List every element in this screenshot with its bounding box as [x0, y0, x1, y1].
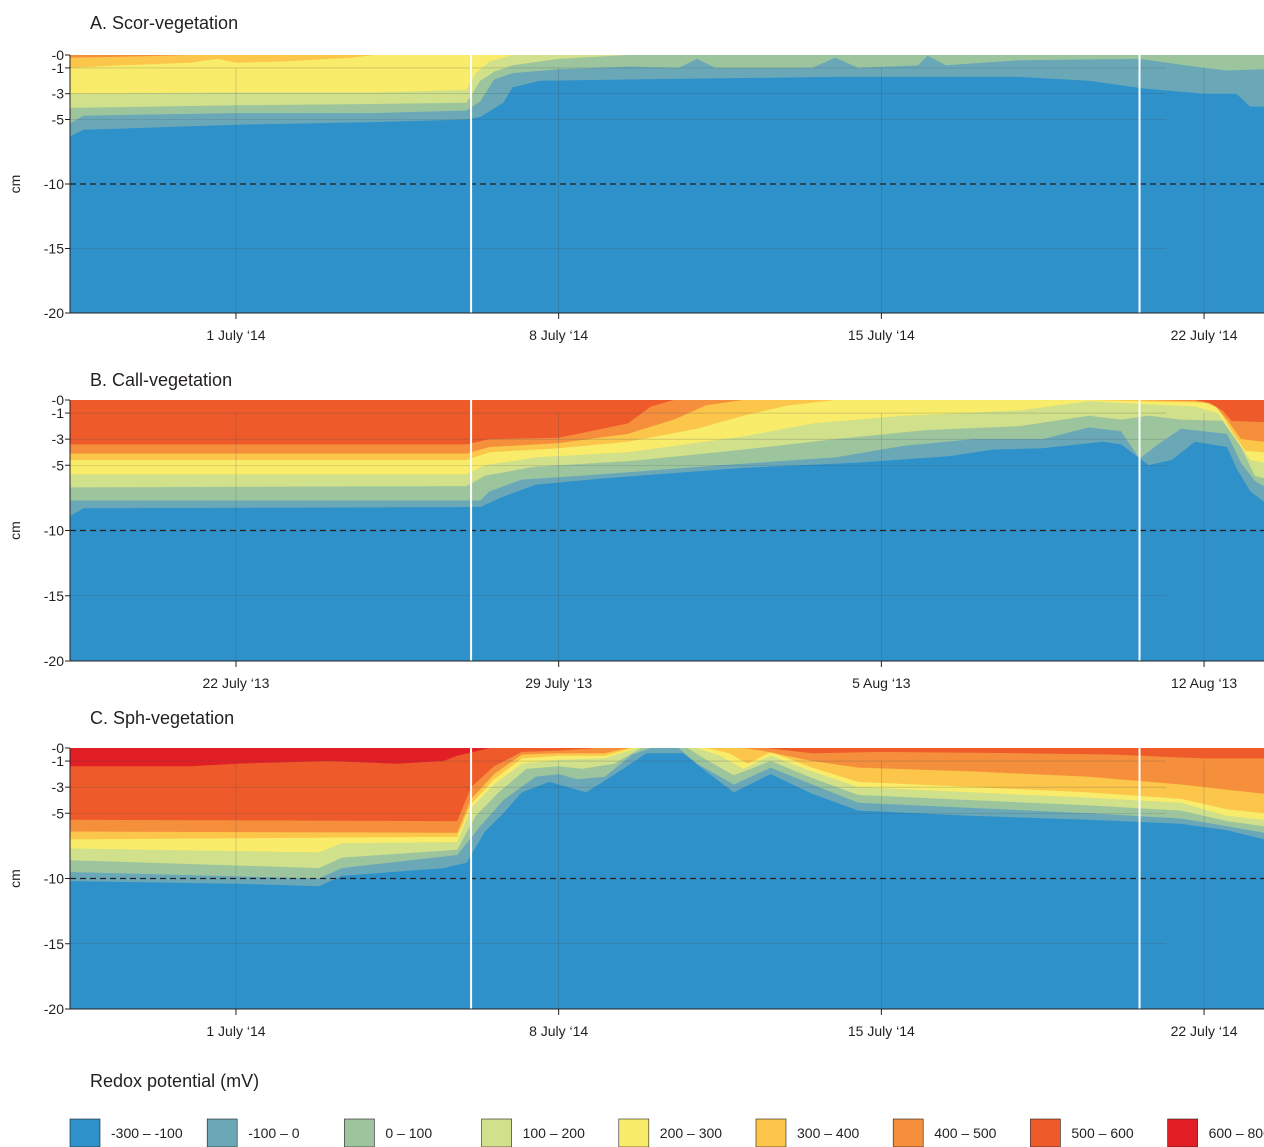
x-tick-label: 22 July ‘13: [202, 675, 269, 691]
redox-band-5: [70, 55, 1264, 68]
legend-label: -100 – 0: [248, 1125, 300, 1141]
legend-swatch: [481, 1118, 512, 1147]
y-tick-label: -10: [44, 871, 64, 887]
x-tick-label: 15 July ‘14: [848, 1023, 915, 1039]
y-tick-label: -10: [44, 523, 64, 539]
x-tick-label: 1 July ‘14: [206, 1023, 265, 1039]
y-tick-label: -3: [52, 86, 65, 102]
y-tick-label: -0: [52, 47, 65, 63]
y-tick-label: -0: [52, 740, 65, 756]
legend-label: 400 – 500: [934, 1125, 996, 1141]
legend-swatch: [618, 1118, 650, 1147]
y-tick-label: -20: [44, 305, 64, 321]
redox-band-8: [70, 748, 1264, 767]
x-tick-label: 12 Aug ‘13: [1171, 675, 1237, 691]
x-tick-label: 8 July ‘14: [529, 1023, 588, 1039]
x-tick-label: 22 July ‘14: [1171, 327, 1238, 343]
legend-swatch: [69, 1118, 101, 1147]
legend-label: 300 – 400: [797, 1125, 859, 1141]
y-axis-label: cm: [7, 521, 23, 540]
y-tick-label: -15: [44, 241, 64, 257]
y-tick-label: -3: [52, 779, 65, 795]
y-tick-label: -5: [52, 457, 65, 473]
legend-swatch: [206, 1118, 238, 1147]
y-tick-label: -10: [44, 176, 64, 192]
panel-title: A. Scor-vegetation: [90, 13, 238, 33]
y-tick-label: -0: [52, 392, 65, 408]
legend-label: 600 – 800: [1209, 1125, 1264, 1141]
y-axis-label: cm: [7, 869, 23, 888]
y-tick-label: -1: [52, 60, 65, 76]
legend: Redox potential (mV) -300 – -100 -100 – 0 0…: [69, 1071, 1264, 1147]
y-tick-label: -15: [44, 936, 64, 952]
legend-swatch: [892, 1118, 924, 1147]
legend-label: 200 – 300: [660, 1125, 722, 1141]
x-tick-label: 8 July ‘14: [529, 327, 588, 343]
x-tick-label: 5 Aug ‘13: [852, 675, 911, 691]
y-tick-label: -5: [52, 805, 65, 821]
y-tick-label: -1: [52, 405, 65, 421]
legend-label: 100 – 200: [523, 1125, 585, 1141]
y-tick-label: -15: [44, 588, 64, 604]
legend-swatch: [344, 1118, 375, 1147]
y-axis-label: cm: [7, 175, 23, 194]
y-tick-label: -20: [44, 1001, 64, 1017]
redox-band-7: [70, 400, 1264, 445]
y-tick-label: -5: [52, 112, 65, 128]
redox-band-4: [70, 55, 1264, 94]
x-tick-label: 15 July ‘14: [848, 327, 915, 343]
panel-a: A. Scor-vegetation -0-1 -3 -5 -10 -15 -20 1 Jul…: [7, 13, 1264, 343]
legend-label: 500 – 600: [1071, 1125, 1133, 1141]
panel-b: B. Call-vegetation -0-1 -3 -5 -10 -15 -20 22 Ju…: [7, 370, 1264, 691]
y-tick-label: -20: [44, 653, 64, 669]
legend-label: -300 – -100: [111, 1125, 183, 1141]
panel-c: C. Sph-vegetation -0-1 -3 -5 -10 -15 -20 1 July…: [7, 708, 1264, 1039]
x-tick-label: 1 July ‘14: [206, 327, 265, 343]
legend-swatch: [1030, 1118, 1061, 1147]
x-tick-label: 22 July ‘14: [1171, 1023, 1238, 1039]
y-tick-label: -3: [52, 431, 65, 447]
legend-title: Redox potential (mV): [90, 1071, 259, 1091]
x-tick-label: 29 July ‘13: [525, 675, 592, 691]
legend-swatch: [755, 1118, 787, 1147]
legend-label: 0 – 100: [385, 1125, 432, 1141]
legend-swatch: [1167, 1118, 1198, 1147]
panel-title: C. Sph-vegetation: [90, 708, 234, 728]
redox-band-7: [70, 748, 1264, 822]
panel-title: B. Call-vegetation: [90, 370, 232, 390]
y-tick-label: -1: [52, 753, 65, 769]
